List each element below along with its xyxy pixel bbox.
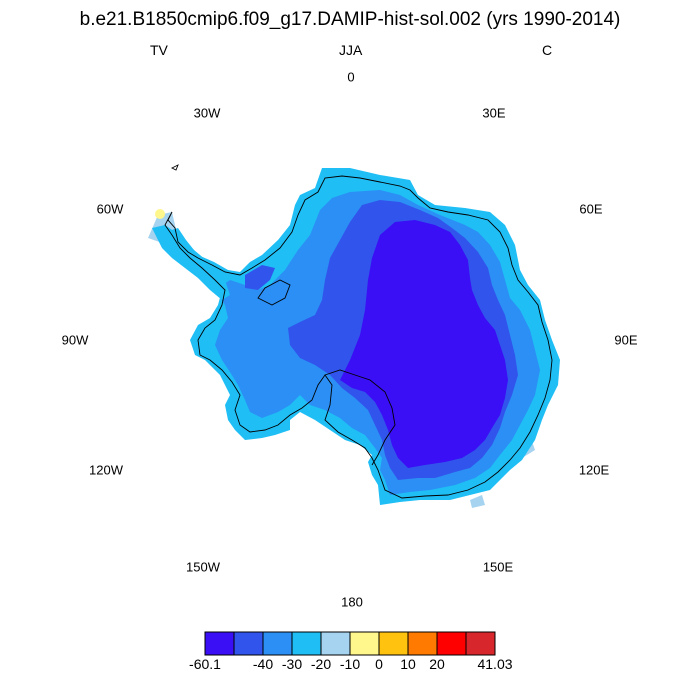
contour-fill-patch [245, 265, 275, 290]
plot-title: b.e21.B1850cmip6.f09_g17.DAMIP-hist-sol.… [79, 9, 621, 30]
lon-label-30e: 30E [482, 105, 506, 121]
colorbar-box [407, 631, 438, 656]
lon-label-120e: 120E [578, 462, 610, 478]
colorbar-label: -20 [310, 656, 332, 672]
colorbar-label: -40 [252, 656, 274, 672]
lon-label-150w: 150W [186, 559, 220, 575]
coastline [164, 175, 553, 499]
lon-label-90e: 90E [614, 332, 638, 348]
colorbar-box [291, 631, 322, 656]
colorbar-box [349, 631, 380, 656]
colorbar-label: 41.03 [477, 656, 513, 672]
colorbar-label: -60.1 [189, 656, 221, 672]
lon-label-30w: 30W [193, 105, 221, 121]
colorbar-box [465, 631, 496, 656]
ice-shelf-line [324, 369, 396, 466]
colorbar-box [204, 631, 235, 656]
island [170, 164, 179, 171]
variable-label: TV [150, 42, 168, 58]
colorbar-box [262, 631, 293, 656]
season-label: JJA [339, 42, 363, 58]
lon-label-60e: 60E [579, 201, 603, 217]
lon-label-180: 180 [341, 594, 363, 610]
lon-label-90w: 90W [61, 332, 89, 348]
colorbar-box [436, 631, 467, 656]
units-label: C [542, 42, 553, 58]
contour-fill-peninsula [152, 225, 230, 300]
contour-fill-lt-neg40 [340, 220, 508, 468]
colorbar-box [378, 631, 409, 656]
colorbar-label: -10 [339, 656, 361, 672]
lon-label-150e: 150E [482, 559, 514, 575]
lon-label-60w: 60W [96, 201, 124, 217]
colorbar-label: 20 [429, 656, 445, 672]
colorbar-label: 0 [375, 656, 383, 672]
colorbar-box [320, 631, 351, 656]
lon-label-0: 0 [347, 69, 355, 85]
colorbar-label: -30 [281, 656, 303, 672]
contour-fill-0-10 [155, 209, 165, 219]
colorbar-label: 10 [400, 656, 416, 672]
lon-label-120w: 120W [89, 462, 123, 478]
colorbar-box [233, 631, 264, 656]
ice-shelf-line-west [257, 279, 291, 306]
